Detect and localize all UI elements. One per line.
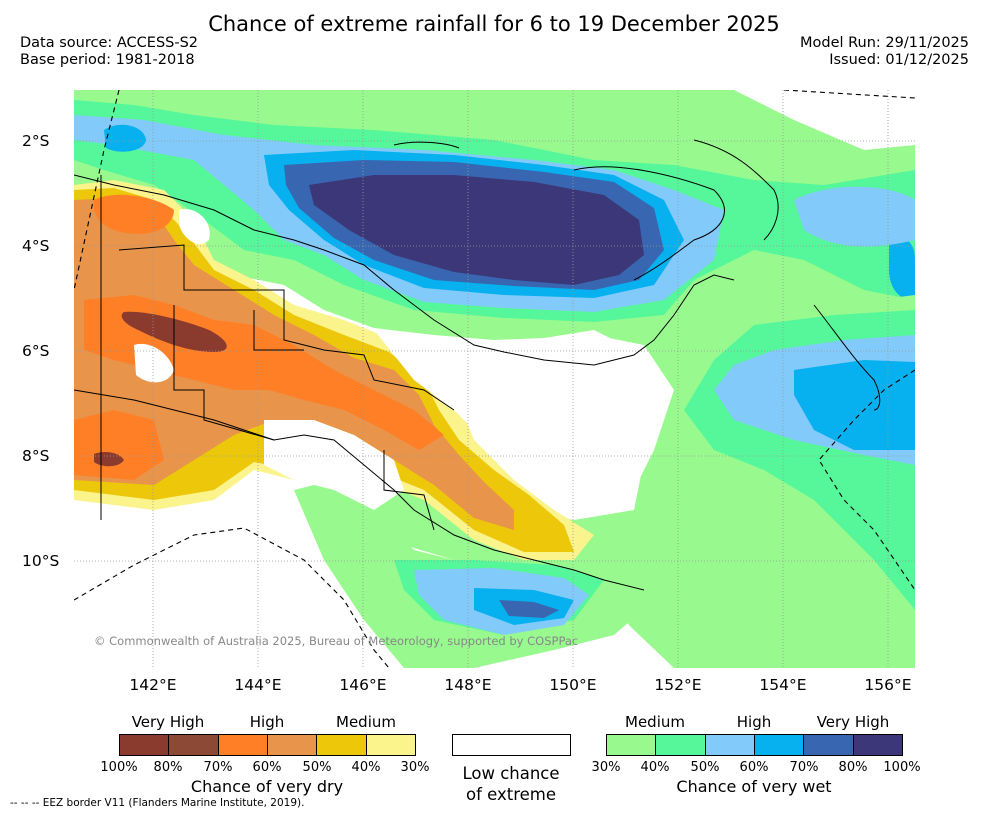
coastlines [74,139,881,591]
dry-level-very-high: Very High [131,713,205,731]
lat-label: 8°S [22,447,50,465]
issued-date: Issued: 01/12/2025 [829,52,969,68]
white-hole-west [134,343,174,383]
wet-colorbar [606,734,903,756]
white-hole-north [179,209,210,245]
province-borders [118,244,455,531]
lon-label: 142°E [129,676,177,694]
dry-level-medium: Medium [336,713,396,731]
dry-swatch [366,735,415,755]
wet-swatch [656,735,706,755]
dry-tick: 60% [252,760,282,775]
dry-tick: 30% [400,760,430,775]
lon-label: 152°E [654,676,702,694]
rainfall-map[interactable] [74,90,915,668]
low-chance-line1: Low chance [462,764,560,783]
wet-swatch [754,735,805,755]
coast-new-guinea-south [74,389,645,591]
eez-west [74,90,120,291]
map-canvas [74,90,915,668]
lon-label: 154°E [759,676,807,694]
dry-tick: 100% [100,760,138,775]
white-holes [134,209,674,510]
wet-tick: 60% [739,760,769,775]
low-chance-swatch [452,734,571,756]
meta-right: Model Run: 29/11/2025 Issued: 01/12/2025 [800,35,969,69]
lat-label: 4°S [22,237,50,255]
wet-region-east [294,295,915,668]
lat-label: 10°S [22,552,60,570]
dry-tick: 80% [153,760,183,775]
gridlines [74,90,915,668]
coast-manus [393,141,460,149]
wet-80-core-north [309,175,644,285]
model-run: Model Run: 29/11/2025 [799,35,969,51]
wet-tick: 100% [883,760,921,775]
wet-tick: 50% [690,760,720,775]
eez-east [818,369,915,591]
wet-tick: 30% [591,760,621,775]
eez-north-east [783,90,915,99]
dry-swatch [317,735,367,755]
dry-swatch [218,735,268,755]
dry-70-blob-nw [93,194,174,234]
low-chance-line2: of extreme [465,785,557,804]
white-hole-center [374,330,674,500]
coast-new-britain [573,166,725,281]
dry-swatch [169,735,219,755]
eez-south [74,527,390,668]
wet-50-blob-ne [794,186,915,247]
coast-new-ireland [693,139,779,241]
wet-70-core-south [499,600,559,618]
wet-60-blob-ne [889,238,915,301]
lon-label: 144°E [234,676,282,694]
eez-borders [74,90,915,668]
wet-level-medium: Medium [625,713,685,731]
lat-label: 2°S [22,132,50,150]
low-chance-label: Low chance of extreme [462,763,559,805]
dry-colorbar [119,734,416,756]
wet-swatch [804,735,854,755]
base-period: Base period: 1981-2018 [20,52,195,68]
dry-level-high: High [249,713,285,731]
wet-60-blob-nw [104,124,146,152]
dry-tick: 50% [302,760,332,775]
coast-new-guinea-north [74,174,735,366]
wet-level-high: High [736,713,772,731]
lon-label: 150°E [549,676,597,694]
wet-swatch [853,735,902,755]
dry-caption: Chance of very dry [190,777,344,796]
wet-tick: 40% [640,760,670,775]
dry-tick: 40% [351,760,381,775]
eez-footnote: -- -- -- EEZ border V11 (Flanders Marine… [10,797,305,809]
dry-swatch [267,735,318,755]
wet-swatch [705,735,755,755]
wet-level-very-high: Very High [816,713,890,731]
copyright-notice: © Commonwealth of Australia 2025, Bureau… [94,634,579,648]
dry-swatch [120,735,170,755]
dry-tick: 70% [203,760,233,775]
wet-swatch [607,735,657,755]
lat-label: 6°S [22,342,50,360]
white-hole-south [264,420,404,510]
borders [100,175,455,531]
chart-title: Chance of extreme rainfall for 6 to 19 D… [208,12,780,36]
wet-caption: Chance of very wet [676,777,832,796]
lon-label: 148°E [444,676,492,694]
data-source: Data source: ACCESS-S2 [20,35,199,51]
meta-left: Data source: ACCESS-S2 Base period: 1981… [20,35,198,69]
coast-bougainville [813,304,881,411]
wet-60-band-east [794,360,915,450]
lon-label: 146°E [339,676,387,694]
wet-tick: 70% [789,760,819,775]
lon-label: 156°E [864,676,912,694]
wet-tick: 80% [838,760,868,775]
